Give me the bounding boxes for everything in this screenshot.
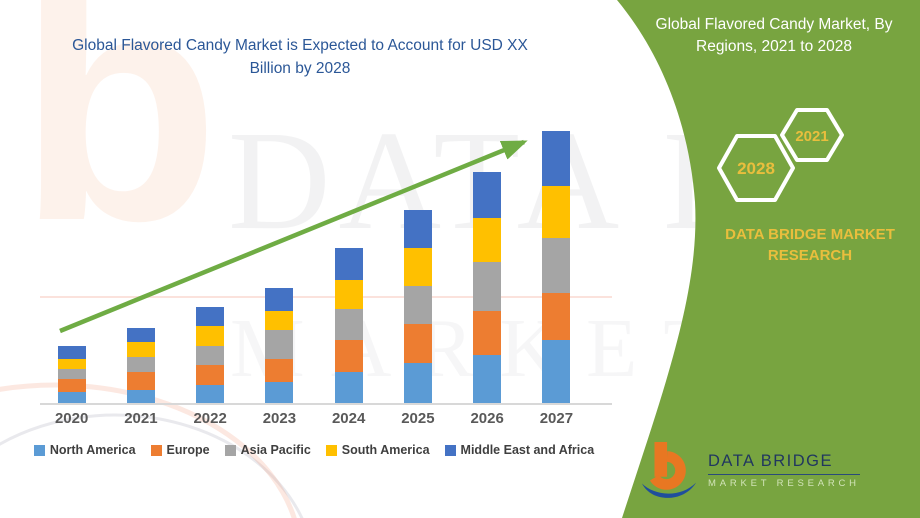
segment-asia-pacific: [473, 262, 502, 311]
segment-middle-east-and-africa: [473, 172, 502, 218]
logo-subtitle: MARKET RESEARCH: [708, 477, 860, 489]
segment-middle-east-and-africa: [403, 210, 432, 248]
bar-column-2024: [314, 248, 383, 403]
segment-asia-pacific: [57, 369, 86, 379]
segment-asia-pacific: [403, 286, 432, 324]
legend-label: Asia Pacific: [240, 443, 311, 457]
segment-europe: [403, 324, 432, 363]
segment-south-america: [334, 280, 363, 309]
logo-title: DATA BRIDGE: [708, 452, 860, 475]
x-axis-label-2021: 2021: [124, 410, 158, 427]
segment-south-america: [126, 342, 155, 357]
x-axis-label-2027: 2027: [539, 410, 574, 427]
legend-item-europe: Europe: [150, 443, 210, 457]
segment-europe: [542, 293, 571, 340]
segment-europe: [473, 311, 502, 355]
segment-south-america: [542, 186, 571, 238]
segment-europe: [334, 340, 363, 372]
segment-north-america: [403, 363, 432, 403]
x-axis-label-2022: 2022: [193, 410, 227, 427]
segment-europe: [196, 365, 225, 385]
bars-row: [37, 0, 591, 403]
segment-middle-east-and-africa: [265, 288, 294, 311]
x-axis-label-2020: 2020: [54, 410, 89, 427]
bar-column-2027: [522, 131, 591, 403]
chart-title: Global Flavored Candy Market is Expected…: [72, 37, 528, 78]
segment-europe: [265, 359, 294, 382]
segment-asia-pacific: [126, 357, 155, 372]
brand-text: DATA BRIDGE MARKET RESEARCH: [725, 226, 895, 264]
stacked-bar-2027: [542, 131, 571, 403]
segment-north-america: [265, 382, 294, 403]
legend-swatch-middle-east-and-africa: [444, 444, 456, 456]
legend-label: North America: [49, 443, 136, 457]
chart-legend: North America Europe Asia Pacific South Ame…: [20, 443, 608, 457]
year-hexagons: 2028 2021: [717, 108, 844, 202]
segment-south-america: [473, 218, 502, 262]
bar-column-2023: [245, 288, 314, 403]
labels-row: 2020 2021 2022 2023 2024 2025 2026 2027: [37, 410, 591, 427]
stacked-bar-2021: [126, 328, 155, 403]
segment-middle-east-and-africa: [334, 248, 363, 280]
legend-item-asia-pacific: Asia Pacific: [224, 443, 311, 457]
segment-north-america: [542, 340, 571, 403]
hexagon-2021-label: 2021: [795, 128, 828, 145]
segment-asia-pacific: [334, 309, 363, 340]
legend-swatch-south-america: [325, 444, 337, 456]
segment-middle-east-and-africa: [126, 328, 155, 342]
legend-label: Middle East and Africa: [460, 443, 595, 457]
bar-column-2022: [176, 307, 245, 403]
segment-north-america: [57, 392, 86, 403]
legend-item-north-america: North America: [33, 443, 136, 457]
bar-column-2021: [106, 328, 175, 403]
stacked-bar-2025: [403, 210, 432, 403]
databridge-logo: DATA BRIDGE MARKET RESEARCH: [640, 440, 875, 500]
hexagon-2021-shape: [780, 108, 844, 162]
legend-item-south-america: South America: [325, 443, 430, 457]
legend-swatch-north-america: [33, 444, 45, 456]
green-panel-path: [617, 0, 920, 518]
stacked-bar-2022: [196, 307, 225, 403]
segment-south-america: [196, 326, 225, 346]
legend-label: Europe: [166, 443, 210, 457]
legend-label: South America: [341, 443, 430, 457]
hexagon-2028-label: 2028: [737, 159, 775, 178]
legend-swatch-asia-pacific: [224, 444, 236, 456]
x-axis-label-2024: 2024: [331, 410, 366, 427]
segment-asia-pacific: [542, 238, 571, 293]
x-axis-line: [40, 403, 612, 405]
stacked-bar-2020: [57, 346, 86, 403]
bar-column-2025: [383, 210, 452, 403]
segment-middle-east-and-africa: [542, 131, 571, 186]
stacked-bar-2023: [265, 288, 294, 403]
segment-south-america: [57, 359, 86, 369]
segment-north-america: [334, 372, 363, 403]
stacked-bar-2026: [473, 172, 502, 403]
databridge-logo-icon: [641, 441, 697, 498]
segment-north-america: [126, 390, 155, 403]
stacked-bar-2024: [334, 248, 363, 403]
legend-swatch-europe: [150, 444, 162, 456]
segment-middle-east-and-africa: [196, 307, 225, 326]
bar-column-2020: [37, 346, 106, 403]
segment-middle-east-and-africa: [57, 346, 86, 359]
hexagon-2028-shape: [717, 134, 795, 202]
segment-asia-pacific: [265, 330, 294, 359]
segment-south-america: [265, 311, 294, 330]
segment-europe: [126, 372, 155, 390]
segment-north-america: [196, 385, 225, 403]
panel-heading: Global Flavored Candy Market, By Regions…: [655, 16, 893, 56]
x-axis-label-2025: 2025: [401, 410, 435, 427]
bar-column-2026: [453, 172, 522, 403]
segment-europe: [57, 379, 86, 392]
segment-asia-pacific: [196, 346, 225, 365]
segment-south-america: [403, 248, 432, 286]
legend-item-middle-east-and-africa: Middle East and Africa: [444, 443, 595, 457]
x-axis-label-2026: 2026: [470, 410, 504, 427]
segment-north-america: [473, 355, 502, 403]
x-axis-label-2023: 2023: [262, 410, 297, 427]
